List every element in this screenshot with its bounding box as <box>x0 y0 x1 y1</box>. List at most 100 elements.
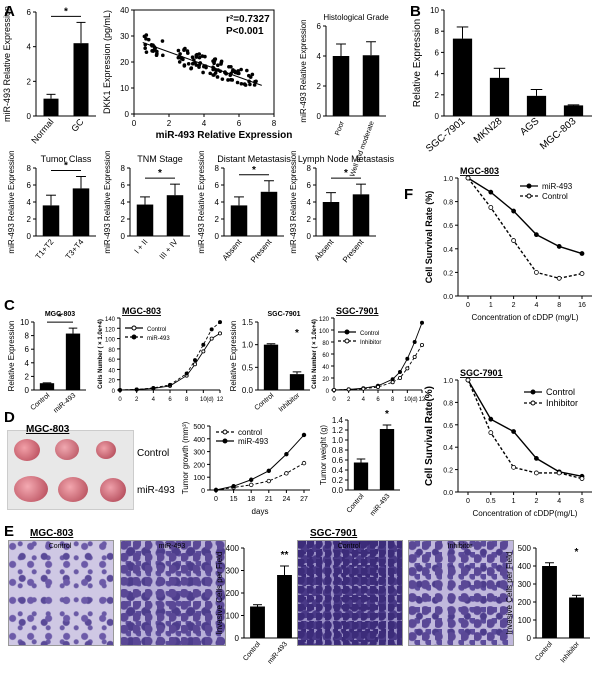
significance-mark: * <box>64 161 68 172</box>
y-axis-label: DKK1 Expression (pg/mL) <box>102 10 112 114</box>
x-tick-label: 12 <box>419 397 426 403</box>
bar-0 <box>332 56 350 116</box>
y-tick-label: 6 <box>307 181 312 190</box>
scatter-point <box>189 66 193 71</box>
category-label: MKN28 <box>472 116 505 146</box>
scatter-point <box>230 78 235 82</box>
bar-0 <box>353 462 369 490</box>
x-axis-label: miR-493 Relative Expression <box>156 130 293 141</box>
y-tick-label: 0 <box>235 634 240 643</box>
e-photo-label-control: Control <box>49 543 72 550</box>
x-tick-label: 4 <box>534 302 538 309</box>
chart-title: Lymph Node Metastasis <box>298 154 395 164</box>
y-tick-label: 1.0 <box>443 378 453 385</box>
bar-0 <box>136 204 154 236</box>
x-axis-label: (d) <box>410 397 417 403</box>
category-label: miR-493 <box>369 493 391 518</box>
e-mgc-title: MGC-803 <box>30 528 74 539</box>
scatter-point <box>252 83 257 87</box>
y-tick-label: 4 <box>121 198 126 207</box>
chart-title: SGC-7901 <box>267 311 300 318</box>
chart-d-tumor-weight: 0.00.20.40.60.81.01.21.4 Tumor weight (g)… <box>319 409 400 518</box>
x-tick-label: 4 <box>202 119 207 128</box>
scatter-point <box>197 55 202 60</box>
scatter-point <box>149 43 154 47</box>
y-tick-label: 40 <box>120 6 129 15</box>
series-line-control <box>467 379 583 478</box>
bar-0 <box>43 98 59 116</box>
y-tick-label: 0 <box>317 112 322 121</box>
data-point <box>488 205 494 210</box>
x-tick-label: 2 <box>347 397 351 403</box>
y-tick-label: 0.6 <box>443 223 453 230</box>
y-tick-label: 6 <box>435 48 440 57</box>
bar-0 <box>230 205 248 236</box>
y-tick-label: 0 <box>215 232 220 241</box>
scatter-point <box>233 70 238 75</box>
y-tick-label: 0 <box>326 389 330 395</box>
scatter-point <box>186 61 191 66</box>
scatter-point <box>143 46 147 51</box>
y-tick-label: 1.0 <box>242 341 254 350</box>
data-point <box>231 483 236 489</box>
legend-label: Control <box>546 387 575 397</box>
data-point <box>534 232 539 238</box>
chart-title: MGC-803 <box>460 166 499 176</box>
scatter-point <box>203 64 208 68</box>
y-tick-label: 400 <box>518 562 532 571</box>
data-point <box>579 271 585 276</box>
panel-label-d: D <box>4 409 15 426</box>
data-point <box>511 208 516 214</box>
scatter-point <box>146 37 151 42</box>
y-tick-label: 0.2 <box>443 270 453 277</box>
x-tick-label: 24 <box>283 496 291 503</box>
data-point <box>266 468 271 473</box>
x-tick-label: 8 <box>272 119 277 128</box>
bar-1 <box>362 55 380 116</box>
y-tick-label: 2 <box>435 91 440 100</box>
data-point <box>284 471 289 476</box>
legend-marker <box>131 325 137 331</box>
y-tick-label: 0 <box>112 389 116 395</box>
scatter-point <box>182 48 186 52</box>
bar-1 <box>260 191 278 236</box>
chart-title: TNM Stage <box>137 154 183 164</box>
category-label: III + IV <box>158 237 180 261</box>
data-point <box>465 175 471 181</box>
y-axis-label: Relative Expression <box>7 321 16 392</box>
category-label: I + II <box>132 238 149 256</box>
chart-c-sgc-growth: 0 20 40 60 80 100 120 0 2 4 6 8 10 12 Cells Number ( ×… <box>312 306 426 403</box>
chart-title: SGC-7901 <box>460 368 503 378</box>
y-tick-label: 2 <box>25 372 30 381</box>
y-tick-label: 0.8 <box>443 400 453 407</box>
y-tick-label: 500 <box>518 544 532 553</box>
data-point <box>213 487 219 493</box>
data-point <box>419 320 424 325</box>
scatter-point <box>197 52 202 56</box>
bar-0 <box>542 566 557 638</box>
significance-mark: * <box>58 312 62 323</box>
y-tick-label: 100 <box>518 616 532 625</box>
y-axis-label: Cell Survival Rate (%) <box>424 191 434 284</box>
scatter-point <box>177 60 182 64</box>
y-tick-label: 4 <box>215 198 220 207</box>
series-line-inhibitor <box>467 379 583 480</box>
data-point <box>465 377 471 383</box>
bar-2 <box>526 95 547 116</box>
y-tick-label: 120 <box>105 327 116 333</box>
scatter-point <box>192 58 196 62</box>
chart-title: Distant Metastasis <box>217 154 291 164</box>
y-tick-label: 300 <box>518 580 532 589</box>
y-axis-label: Cell Survival Rate(%) <box>424 386 435 486</box>
series-line-mir-493 <box>119 321 221 391</box>
y-axis-label: Cells Number ( × 1.0e+4) <box>98 319 104 389</box>
scatter-point <box>144 50 149 54</box>
data-point <box>331 387 336 392</box>
y-tick-label: 0 <box>435 112 440 121</box>
category-label: T1+T2 <box>34 237 56 261</box>
y-axis-label: miR-493 Relative Expression <box>2 6 12 122</box>
y-tick-label: 8 <box>121 164 126 173</box>
category-label: Inhibitor <box>560 640 582 664</box>
y-tick-label: 0.2 <box>332 476 344 485</box>
y-tick-label: 4 <box>25 359 30 368</box>
